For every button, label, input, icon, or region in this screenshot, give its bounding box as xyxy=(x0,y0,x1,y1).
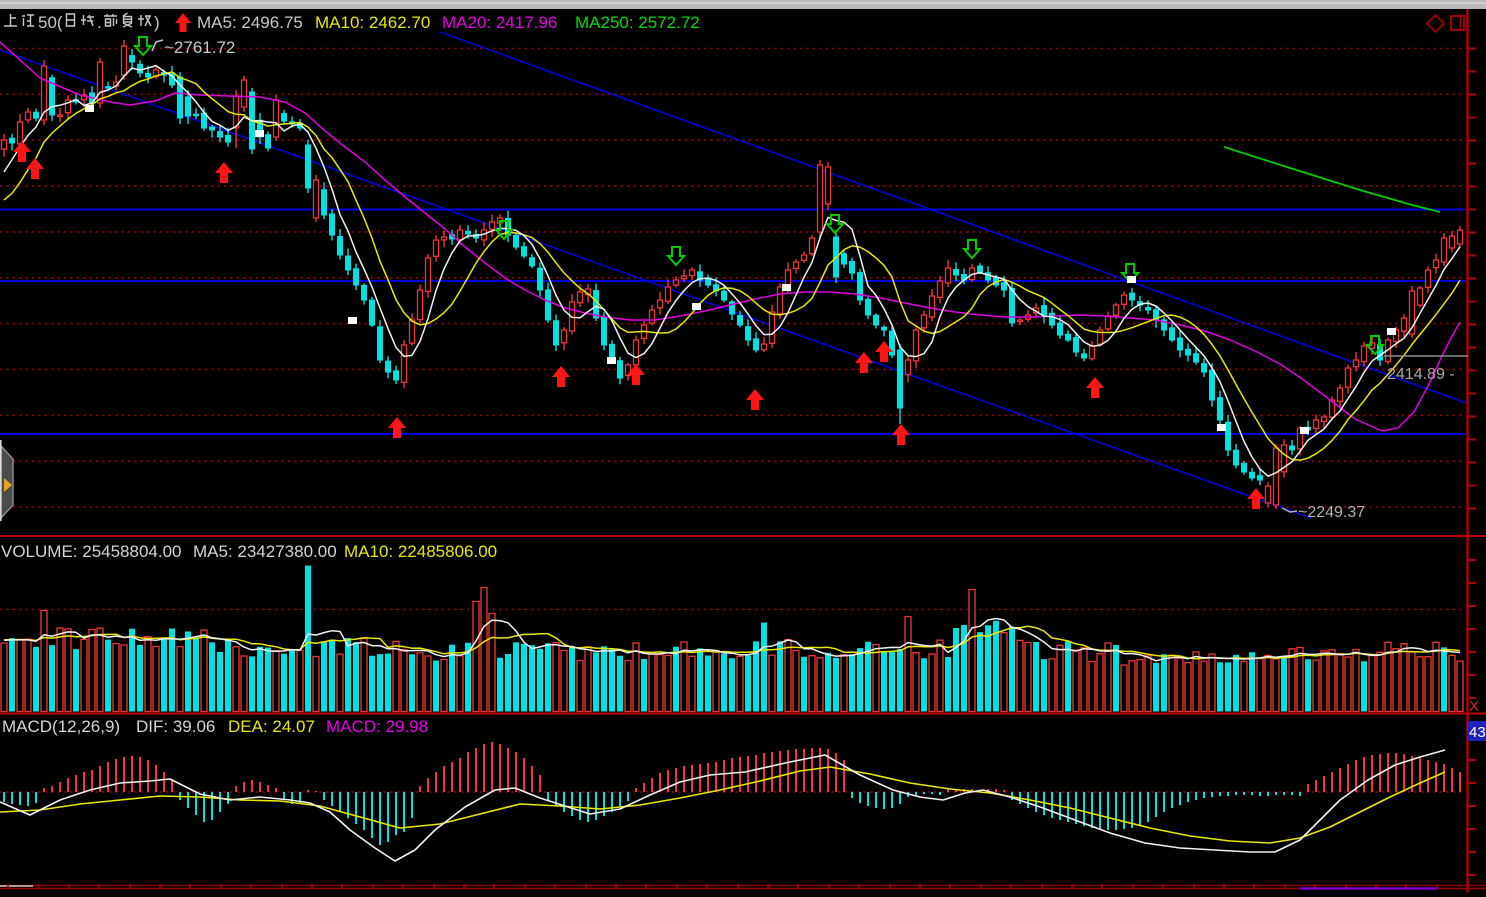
svg-text:X: X xyxy=(1469,698,1479,715)
svg-text:VOLUME: 25458804.00: VOLUME: 25458804.00 xyxy=(1,542,182,561)
svg-text:MA250: 2572.72: MA250: 2572.72 xyxy=(575,13,700,32)
svg-text:43: 43 xyxy=(1469,724,1486,741)
svg-text:MA10: 22485806.00: MA10: 22485806.00 xyxy=(344,542,497,561)
svg-text:MA5: 2496.75: MA5: 2496.75 xyxy=(197,13,303,32)
svg-text:MA20: 2417.96: MA20: 2417.96 xyxy=(442,13,557,32)
svg-text:): ) xyxy=(154,13,160,32)
svg-text:DIF: 39.06: DIF: 39.06 xyxy=(136,717,215,736)
svg-text:2414.89 -: 2414.89 - xyxy=(1387,366,1455,383)
svg-text:50(: 50( xyxy=(38,13,63,32)
svg-text:MACD: 29.98: MACD: 29.98 xyxy=(326,717,428,736)
svg-text:~2249.37: ~2249.37 xyxy=(1298,504,1365,521)
svg-text:~2761.72: ~2761.72 xyxy=(164,38,235,57)
svg-text:MACD(12,26,9): MACD(12,26,9) xyxy=(2,717,120,736)
svg-text:MA5: 23427380.00: MA5: 23427380.00 xyxy=(193,542,337,561)
svg-text:MA10: 2462.70: MA10: 2462.70 xyxy=(315,13,430,32)
svg-text:.: . xyxy=(97,13,102,32)
svg-text:DEA: 24.07: DEA: 24.07 xyxy=(228,717,315,736)
